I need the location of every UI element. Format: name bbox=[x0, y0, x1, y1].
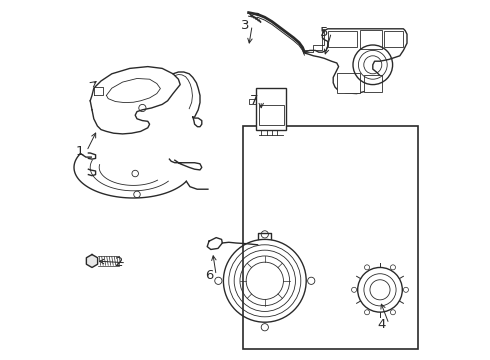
Bar bbox=[256, 88, 286, 130]
Text: 6: 6 bbox=[205, 269, 213, 282]
Bar bbox=[328, 31, 357, 47]
Text: 2: 2 bbox=[115, 256, 123, 269]
Bar bbox=[243, 126, 418, 349]
Text: 4: 4 bbox=[378, 318, 386, 330]
Polygon shape bbox=[86, 255, 98, 267]
Text: 3: 3 bbox=[241, 19, 249, 32]
Bar bbox=[360, 30, 382, 49]
Bar bbox=[384, 31, 403, 47]
Bar bbox=[337, 73, 360, 93]
Bar bbox=[364, 75, 382, 92]
Bar bbox=[259, 104, 284, 125]
Text: 1: 1 bbox=[75, 145, 84, 158]
Text: 7: 7 bbox=[250, 94, 258, 107]
Text: 5: 5 bbox=[320, 26, 328, 39]
